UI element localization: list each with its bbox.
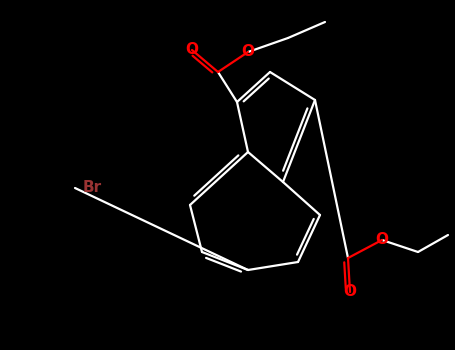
Text: O: O [242, 44, 254, 60]
Text: O: O [344, 285, 357, 300]
Text: O: O [375, 232, 389, 247]
Text: Br: Br [83, 181, 102, 196]
Text: O: O [186, 42, 198, 57]
